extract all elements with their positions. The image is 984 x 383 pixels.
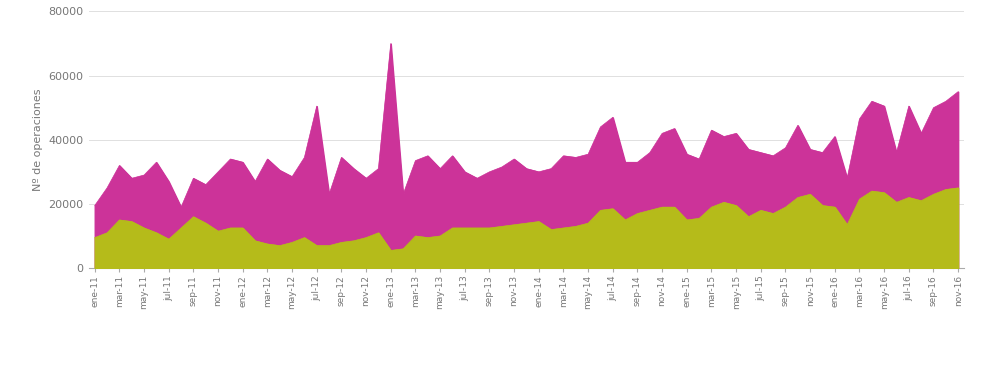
- Y-axis label: Nº de operaciones: Nº de operaciones: [33, 88, 43, 191]
